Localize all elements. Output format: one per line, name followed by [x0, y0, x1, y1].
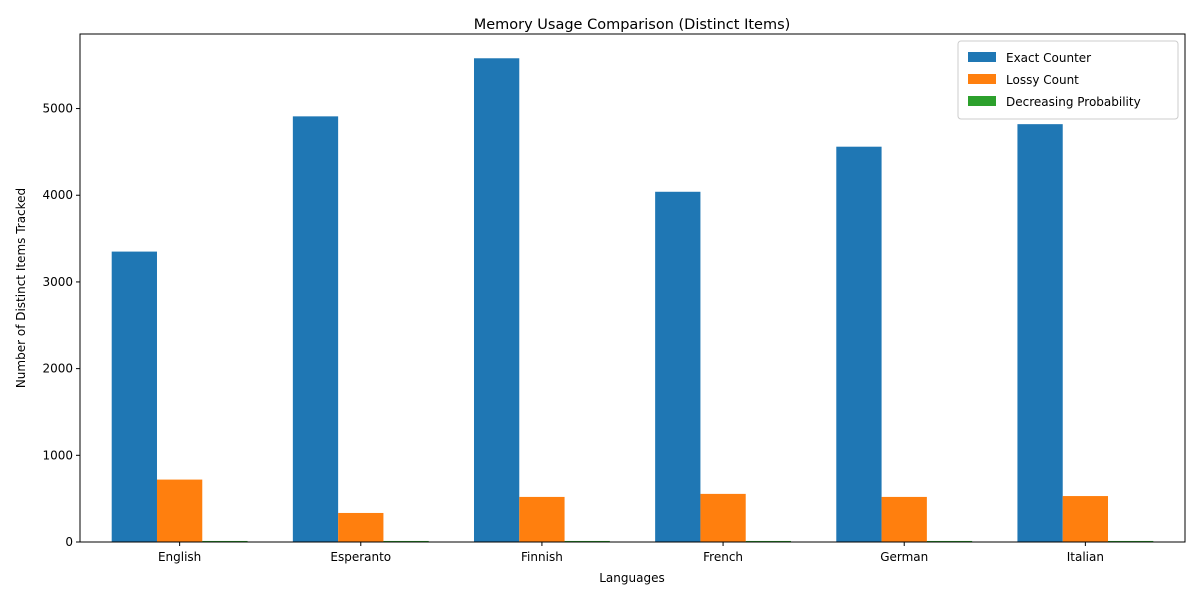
x-tick-label: French [703, 550, 743, 564]
bar-exact-counter-italian [1017, 124, 1063, 543]
legend-label: Lossy Count [1006, 73, 1079, 87]
y-tick-label: 2000 [42, 362, 73, 376]
plot-frame [79, 33, 1186, 543]
x-tick-label: Finnish [521, 550, 563, 564]
y-axis: 0 1000 2000 3000 4000 5000 [42, 102, 80, 549]
y-tick-label: 4000 [42, 188, 73, 202]
x-axis-title: Languages [599, 571, 664, 585]
legend-label: Exact Counter [1006, 51, 1091, 65]
bar-decreasing-probability-finnish [564, 540, 610, 542]
bar-decreasing-probability-french [745, 540, 792, 542]
bar-lossy-count-german [881, 496, 927, 542]
bar-lossy-count-esperanto [338, 512, 384, 542]
bar-lossy-count-finnish [519, 496, 565, 542]
y-axis-title: Number of Distinct Items Tracked [14, 188, 28, 388]
bar-decreasing-probability-english [202, 540, 248, 542]
y-tick-label: 5000 [42, 102, 73, 116]
x-tick-label: German [880, 550, 928, 564]
bar-lossy-count-english [156, 479, 203, 542]
legend-swatch [968, 52, 996, 62]
bar-decreasing-probability-italian [1108, 540, 1154, 542]
legend-label: Decreasing Probability [1006, 95, 1141, 109]
bar-lossy-count-french [700, 493, 746, 542]
bars-layer [111, 58, 1154, 543]
bar-decreasing-probability-german [926, 540, 973, 542]
bar-exact-counter-english [111, 251, 157, 542]
bar-exact-counter-finnish [473, 58, 520, 542]
x-tick-label: English [158, 550, 201, 564]
bar-exact-counter-esperanto [292, 116, 339, 542]
y-tick-label: 3000 [42, 275, 73, 289]
y-tick-label: 1000 [42, 448, 73, 462]
bar-exact-counter-french [655, 191, 701, 542]
legend-swatch [968, 74, 996, 84]
legend: Exact Counter Lossy Count Decreasing Proba… [957, 40, 1179, 120]
y-tick-label: 0 [65, 535, 73, 549]
chart-title: Memory Usage Comparison (Distinct Items) [474, 17, 791, 33]
bar-lossy-count-italian [1062, 496, 1109, 542]
legend-box [957, 40, 1179, 120]
x-tick-label: Esperanto [330, 550, 391, 564]
legend-swatch [968, 96, 996, 106]
x-axis: English Esperanto Finnish French German Itali… [158, 542, 1104, 564]
bar-exact-counter-german [836, 146, 882, 543]
x-tick-label: Italian [1067, 550, 1104, 564]
bar-decreasing-probability-esperanto [383, 540, 429, 542]
